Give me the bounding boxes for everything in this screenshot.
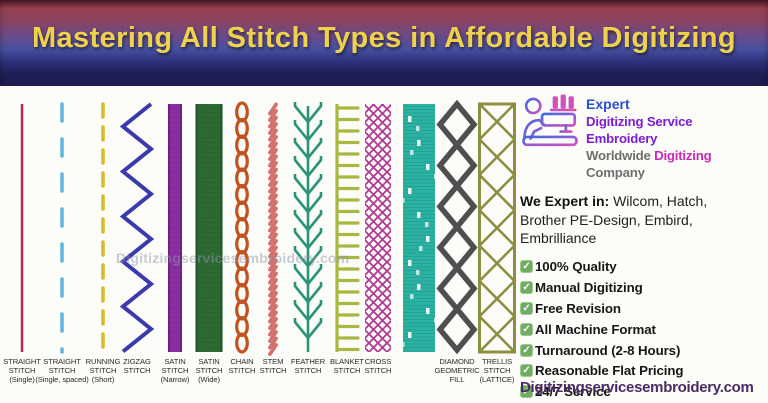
feature-item: ✓ 24/7 Service [520, 381, 762, 402]
feature-list: ✓ 100% Quality ✓ Manual Digitizing ✓ Free Rev… [520, 257, 762, 403]
stitch-label-satin-stitch-narrow: SATIN STITCH (Narrow) [160, 357, 190, 384]
stitch-label-blanket-stitch: BLANKET STITCH [330, 357, 364, 375]
brand-line-service: Digitizing Service Embroidery [586, 114, 693, 146]
stitch-sample-satin-stitch-narrow [167, 104, 183, 352]
stitch-label-straight-stitch-single: STRAIGHT STITCH (Single) [3, 357, 41, 384]
brand-logo: Expert Digitizing Service Embroidery Wor… [520, 90, 762, 181]
info-panel: Expert Digitizing Service Embroidery Wor… [517, 86, 768, 403]
feature-item: ✓ Manual Digitizing [520, 277, 762, 298]
thread-spools-icon [550, 94, 577, 112]
website-link[interactable]: Digitizingservicesembroidery.com [520, 379, 754, 396]
feature-item: ✓ 100% Quality [520, 257, 762, 278]
stitch-sample-woven-fill [401, 104, 438, 352]
brand-line-expert: Expert [586, 96, 630, 112]
embroidery-machine-logo-icon [522, 94, 578, 147]
check-icon: ✓ [520, 301, 533, 315]
stitch-sample-chain-stitch [235, 101, 249, 354]
stitch-label-cross-stitch: CROSS STITCH [364, 357, 392, 375]
page-title: Mastering All Stitch Types in Affordable… [31, 21, 737, 54]
stitch-label-diamond-geometric-fill: DIAMOND GEOMETRIC FILL [434, 357, 480, 384]
check-icon: ✓ [520, 260, 533, 274]
feature-item: ✓ Free Revision [520, 298, 762, 319]
feature-item: ✓ All Machine Format [520, 319, 762, 340]
stitch-chart: Digitizingservicesembroidery.com STRAIGH… [0, 86, 517, 403]
stitch-sample-satin-stitch-wide [195, 104, 223, 352]
stitch-label-satin-stitch-wide: SATIN STITCH (Wide) [195, 357, 223, 384]
stitch-sample-zigzag-stitch [119, 102, 155, 354]
stitch-sample-cross-stitch [365, 104, 391, 352]
stitch-label-trellis-stitch-lattice: TRELLIS STITCH (LATTICE) [479, 357, 515, 384]
stitch-label-straight-stitch-spaced: STRAIGHT STITCH (Single, spaced) [35, 357, 89, 384]
stitch-label-stem-stitch: STEM STITCH [259, 357, 287, 375]
check-icon: ✓ [520, 281, 533, 295]
stitch-sample-stem-stitch [268, 102, 278, 356]
stitch-label-feather-stitch: FEATHER STITCH [290, 357, 326, 375]
feature-item: ✓ Reasonable Flat Pricing [520, 360, 762, 381]
expertise-text: We Expert in: Wilcom, Hatch, Brother PE-… [520, 193, 708, 246]
stitch-sample-blanket-stitch [335, 104, 360, 352]
check-icon: ✓ [520, 364, 533, 378]
stitch-label-zigzag-stitch: ZIGZAG STITCH [123, 357, 151, 375]
stitch-sample-diamond-geometric-fill [436, 100, 478, 355]
brand-text: Expert Digitizing Service Embroidery Wor… [586, 90, 762, 181]
stitch-samples-illustration [20, 100, 516, 356]
check-icon: ✓ [520, 343, 533, 357]
check-icon: ✓ [520, 322, 533, 336]
stitch-label-running-stitch-short: RUNNING STITCH (Short) [85, 357, 121, 384]
feature-item: ✓ Turnaround (2-8 Hours) [520, 340, 762, 361]
stitch-sample-trellis-stitch-lattice [478, 102, 516, 354]
banner: Mastering All Stitch Types in Affordable… [0, 0, 768, 86]
stitch-label-chain-stitch: CHAIN STITCH [228, 357, 256, 375]
stitch-sample-feather-stitch [293, 102, 323, 352]
check-icon: ✓ [520, 385, 533, 399]
brand-line-company: Worldwide Digitizing Company [586, 148, 712, 180]
